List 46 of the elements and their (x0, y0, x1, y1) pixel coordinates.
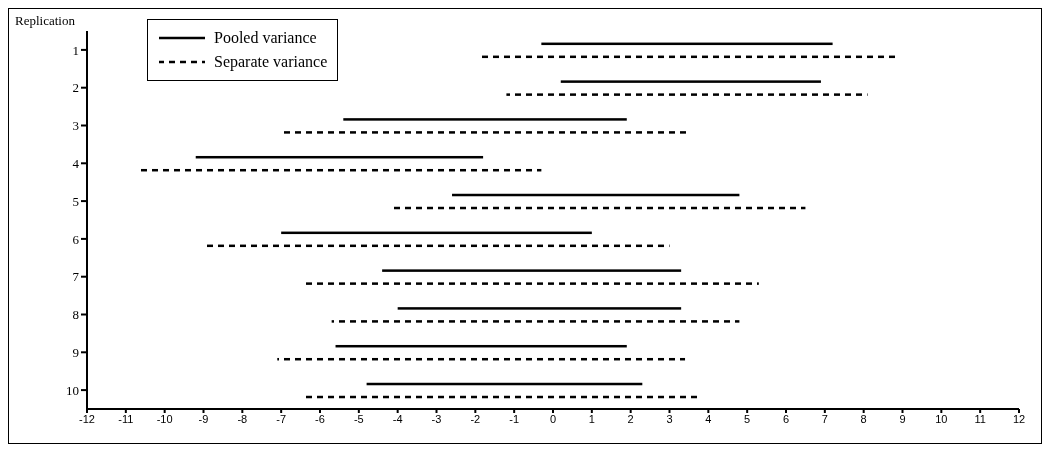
x-tick-label: 0 (549, 412, 557, 425)
y-tick-label: 9 (72, 344, 79, 360)
x-tick-label: -12 (79, 412, 95, 425)
x-tick-label: 7 (821, 412, 828, 425)
x-tick-label: 6 (782, 412, 790, 425)
x-tick-label: 2 (627, 412, 634, 425)
y-tick-label: 5 (72, 193, 79, 209)
bar (382, 269, 682, 272)
y-axis-title: Replication (15, 13, 75, 29)
x-tick-label: 10 (935, 412, 948, 425)
x-tick-label: -8 (237, 412, 248, 425)
x-tick-label: 8 (860, 412, 867, 425)
x-tick-label: -3 (431, 412, 442, 425)
legend-label: Separate variance (214, 52, 328, 73)
x-tick-label: 1 (588, 412, 595, 425)
x-tick-label: 12 (1012, 412, 1026, 425)
x-tick-label: -10 (156, 412, 173, 425)
bar (304, 282, 759, 285)
x-tick-label: 3 (666, 412, 673, 425)
x-tick-label: 11 (974, 412, 986, 425)
y-tick-label: 7 (72, 269, 80, 285)
y-tick-label: 8 (72, 307, 79, 323)
x-tick-label: -5 (353, 412, 364, 425)
x-tick-label: -11 (118, 412, 134, 425)
bar (331, 320, 740, 323)
x-tick-label: 4 (705, 412, 712, 425)
y-tick-label: 6 (72, 231, 80, 247)
bar (506, 93, 868, 96)
bar (343, 118, 627, 121)
bar (397, 307, 682, 310)
x-tick-label: 9 (899, 412, 906, 425)
x-tick-label: -1 (509, 412, 520, 425)
y-tick-label: 3 (72, 118, 79, 134)
x-tick-label: -4 (392, 412, 403, 425)
x-tick-label: 5 (744, 412, 751, 425)
bar (281, 131, 689, 134)
x-tick-label: -2 (470, 412, 481, 425)
y-tick-label: 4 (72, 155, 80, 171)
x-tick-label: -6 (315, 412, 325, 425)
y-tick-label: 2 (72, 80, 79, 96)
legend-label: Pooled variance (214, 28, 317, 48)
x-tick-label: -7 (276, 412, 287, 425)
y-tick-label: 10 (66, 382, 79, 398)
x-tick-label: -9 (198, 412, 209, 425)
bar (560, 80, 821, 83)
y-tick-label: 1 (72, 42, 79, 58)
